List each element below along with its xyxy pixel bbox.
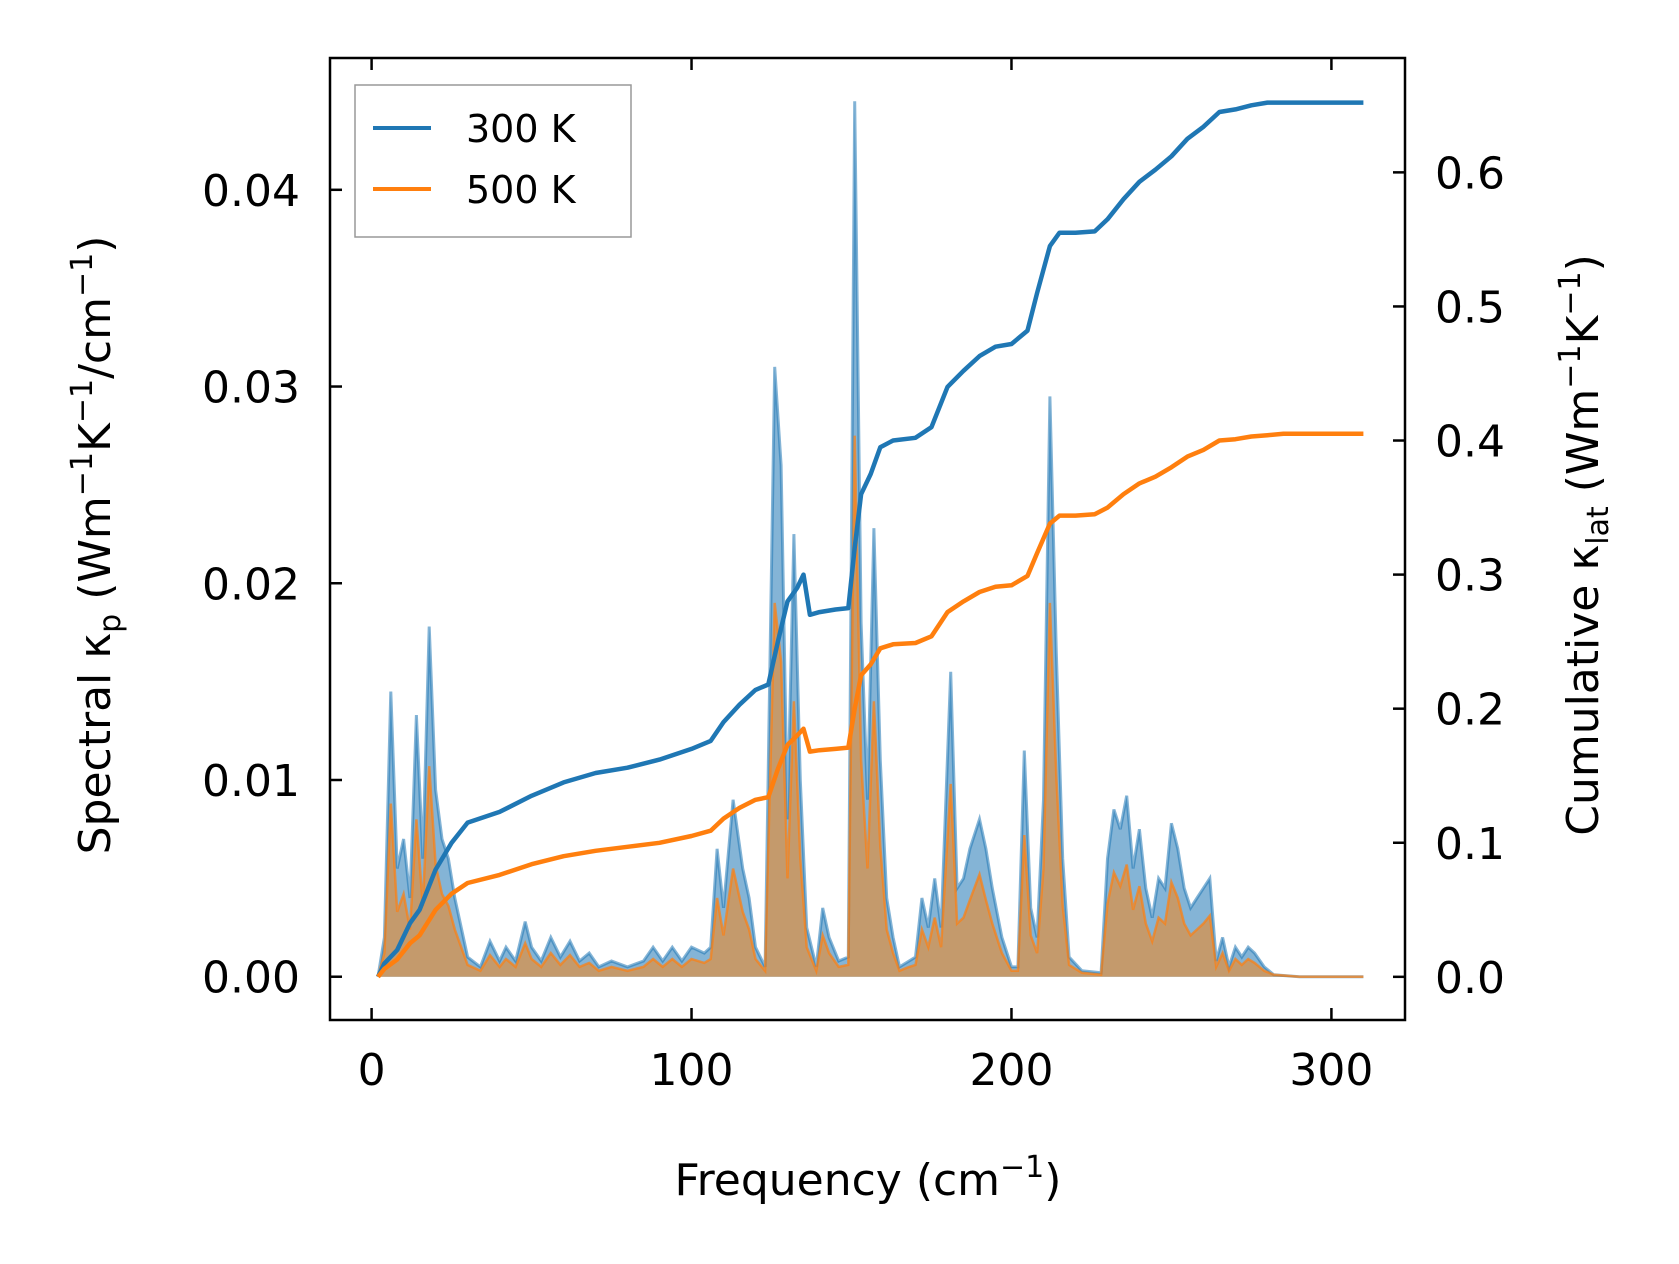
right-y-axis-title: Cumulative κlat (Wm−1K−1) — [1553, 254, 1616, 836]
right-y-tick-label: 0.3 — [1435, 551, 1505, 602]
legend-label-300k: 300 K — [466, 107, 577, 151]
legend-label-500k: 500 K — [466, 168, 577, 212]
cumulative-line-300k — [375, 100, 1364, 978]
x-tick-label: 100 — [650, 1045, 734, 1096]
left-y-tick-label: 0.02 — [202, 559, 300, 610]
spectral-fill-500k — [378, 435, 1364, 977]
right-y-tick-label: 0.0 — [1435, 953, 1505, 1004]
spectral-line-500k — [376, 435, 1364, 978]
right-y-tick-label: 0.5 — [1435, 282, 1505, 333]
right-y-tick-label: 0.4 — [1435, 417, 1505, 468]
left-y-tick-label: 0.00 — [202, 953, 300, 1004]
plot-area — [375, 100, 1364, 979]
left-y-tick-label: 0.03 — [202, 363, 300, 414]
ticks: 0 100 200 300 0.00 0.01 0.02 0.03 0.04 0.0 0.1 0.2 0… — [202, 58, 1505, 1096]
x-tick-label: 200 — [969, 1045, 1053, 1096]
x-tick-label: 0 — [358, 1045, 386, 1096]
left-y-tick-label: 0.01 — [202, 756, 300, 807]
left-y-axis-title: Spectral κp (Wm−1K−1/cm−1) — [65, 236, 128, 855]
x-tick-label: 300 — [1289, 1045, 1373, 1096]
x-axis-title: Frequency (cm−1) — [675, 1150, 1062, 1206]
legend-box — [354, 84, 632, 238]
right-y-tick-label: 0.1 — [1435, 819, 1505, 870]
cumulative-line-500k — [376, 431, 1364, 979]
right-y-tick-label: 0.2 — [1435, 685, 1505, 736]
legend: 300 K 500 K — [354, 84, 632, 238]
axes-frame — [328, 56, 1407, 1022]
right-y-tick-label: 0.6 — [1435, 148, 1505, 199]
left-y-tick-label: 0.04 — [202, 166, 300, 217]
